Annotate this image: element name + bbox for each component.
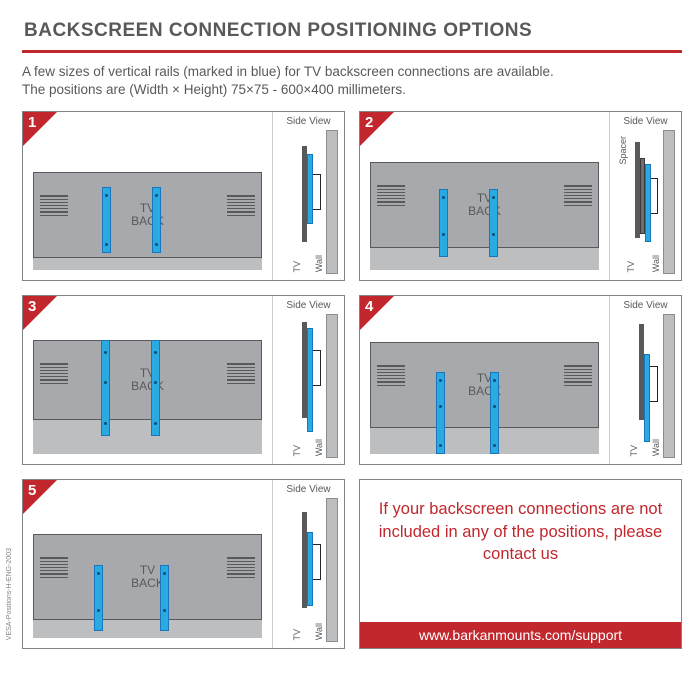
panel-5: 5 TVBACK (22, 479, 345, 649)
front-view: TVBACK (360, 296, 609, 464)
rail-left (439, 189, 448, 257)
rail-right (152, 187, 161, 253)
rail-side (307, 328, 313, 432)
wall-vlabel: Wall (651, 439, 661, 456)
wall (326, 314, 338, 458)
vent-right (227, 195, 255, 215)
rail-right (489, 189, 498, 257)
front-view: TVBACK (23, 296, 272, 464)
wall (326, 498, 338, 642)
vent-right (227, 557, 255, 577)
tv-back: TVBACK (370, 162, 599, 248)
front-view: TVBACK (23, 112, 272, 280)
side-view: Side View TV Wall (272, 112, 344, 280)
rail-right (160, 565, 169, 631)
wall-vlabel: Wall (651, 255, 661, 272)
side-view: Side View Spacer TV Wall (609, 112, 681, 280)
panel-grid: 1 TVBACK (22, 111, 682, 649)
wall (663, 130, 675, 274)
side-view-label: Side View (273, 116, 344, 127)
wall (326, 130, 338, 274)
rail-side (307, 154, 313, 224)
tv-back: TVBACK (33, 340, 262, 420)
tv-vlabel: TV (292, 445, 302, 457)
rail-left (102, 187, 111, 253)
rail-side (307, 532, 313, 606)
tv-vlabel: TV (292, 629, 302, 641)
wall-vlabel: Wall (314, 255, 324, 272)
rail-right (490, 372, 499, 454)
vent-right (227, 363, 255, 383)
page-title: BACKSCREEN CONNECTION POSITIONING OPTION… (22, 12, 682, 53)
wall-vlabel: Wall (314, 623, 324, 640)
vent-left (377, 365, 405, 385)
rail-side (644, 354, 650, 442)
front-view: TVBACK (360, 112, 609, 280)
vent-left (377, 185, 405, 205)
rail-right (151, 340, 160, 436)
side-view-label: Side View (273, 300, 344, 311)
info-text: If your backscreen connections are not i… (370, 494, 671, 565)
side-view-label: Side View (610, 116, 681, 127)
side-view-label: Side View (610, 300, 681, 311)
plinth (33, 416, 262, 454)
vent-right (564, 365, 592, 385)
panel-3: 3 TVBACK (22, 295, 345, 465)
side-view: Side View TV Wall (272, 296, 344, 464)
vent-left (40, 363, 68, 383)
tv-back: TVBACK (33, 534, 262, 620)
rail-left (101, 340, 110, 436)
page: BACKSCREEN CONNECTION POSITIONING OPTION… (0, 0, 700, 659)
side-view-label: Side View (273, 484, 344, 495)
tv-back: TVBACK (33, 172, 262, 258)
wall-vlabel: Wall (314, 439, 324, 456)
rail-side (645, 164, 651, 242)
tv-vlabel: TV (626, 261, 636, 273)
tv-label: TVBACK (131, 564, 164, 590)
side-view: Side View TV Wall (272, 480, 344, 648)
plinth (370, 424, 599, 454)
doc-code: VESA-Positions-H-ENG-2003 (6, 548, 13, 640)
intro-line-1: A few sizes of vertical rails (marked in… (22, 63, 682, 81)
panel-1: 1 TVBACK (22, 111, 345, 281)
rail-left (94, 565, 103, 631)
vent-right (564, 185, 592, 205)
front-view: TVBACK (23, 480, 272, 648)
side-view: Side View TV Wall (609, 296, 681, 464)
spacer-vlabel: Spacer (618, 136, 628, 165)
vent-left (40, 557, 68, 577)
panel-4: 4 TVBACK (359, 295, 682, 465)
support-url[interactable]: www.barkanmounts.com/support (360, 622, 681, 648)
tv-vlabel: TV (629, 445, 639, 457)
intro-line-2: The positions are (Width × Height) 75×75… (22, 81, 682, 99)
tv-vlabel: TV (292, 261, 302, 273)
info-panel: If your backscreen connections are not i… (359, 479, 682, 649)
rail-left (436, 372, 445, 454)
wall (663, 314, 675, 458)
vent-left (40, 195, 68, 215)
tv-back: TVBACK (370, 342, 599, 428)
intro-text: A few sizes of vertical rails (marked in… (22, 63, 682, 99)
panel-2: 2 TVBACK (359, 111, 682, 281)
